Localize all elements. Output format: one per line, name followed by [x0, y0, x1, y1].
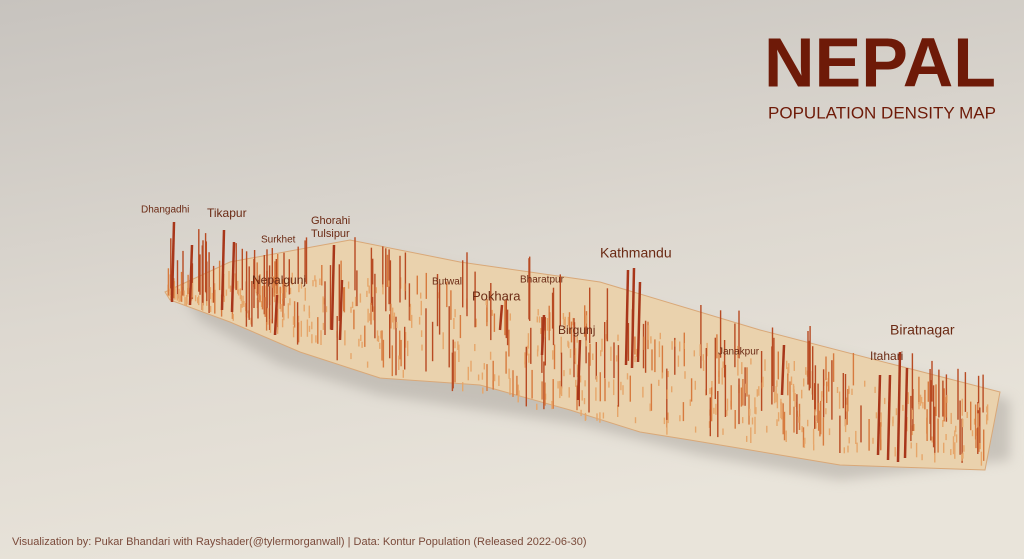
- city-label: Tikapur: [207, 206, 247, 220]
- spike: [220, 229, 226, 311]
- spike: [903, 367, 909, 459]
- city-label: Bharatpur: [520, 275, 565, 286]
- spike: [273, 294, 279, 336]
- city-label: Kathmandu: [600, 245, 672, 261]
- spike: [896, 351, 902, 463]
- spikes: [167, 221, 989, 466]
- city-label: Pokhara: [472, 288, 521, 303]
- spike: [188, 244, 194, 306]
- city-label: Surkhet: [261, 235, 296, 246]
- credit: Visualization by: Pukar Bhandari with Ra…: [12, 536, 587, 548]
- spike: [636, 281, 642, 363]
- subtitle: POPULATION DENSITY MAP: [768, 103, 996, 122]
- spike: [230, 241, 236, 313]
- spike: [630, 267, 636, 369]
- spike: [876, 374, 882, 456]
- title: NEPAL: [764, 23, 996, 101]
- spike: [624, 269, 630, 366]
- spike: [886, 374, 892, 461]
- city-label: Nepalgunj: [252, 273, 306, 287]
- city-label: Itahari: [870, 349, 903, 363]
- spike: [576, 339, 582, 401]
- spike: [540, 314, 546, 356]
- spike: [338, 279, 344, 341]
- city-label: Ghorahi: [311, 215, 350, 227]
- spike: [780, 344, 786, 396]
- spike: [330, 244, 336, 331]
- city-label: Biratnagar: [890, 322, 955, 338]
- city-label: Dhangadhi: [141, 205, 189, 216]
- spike: [498, 304, 504, 331]
- city-label: Janakpur: [718, 347, 760, 358]
- city-label: Birgunj: [558, 323, 595, 337]
- country-relief: [164, 239, 1001, 471]
- city-label: Butwal: [432, 277, 462, 288]
- spike: [170, 221, 176, 303]
- city-label: Tulsipur: [311, 228, 350, 240]
